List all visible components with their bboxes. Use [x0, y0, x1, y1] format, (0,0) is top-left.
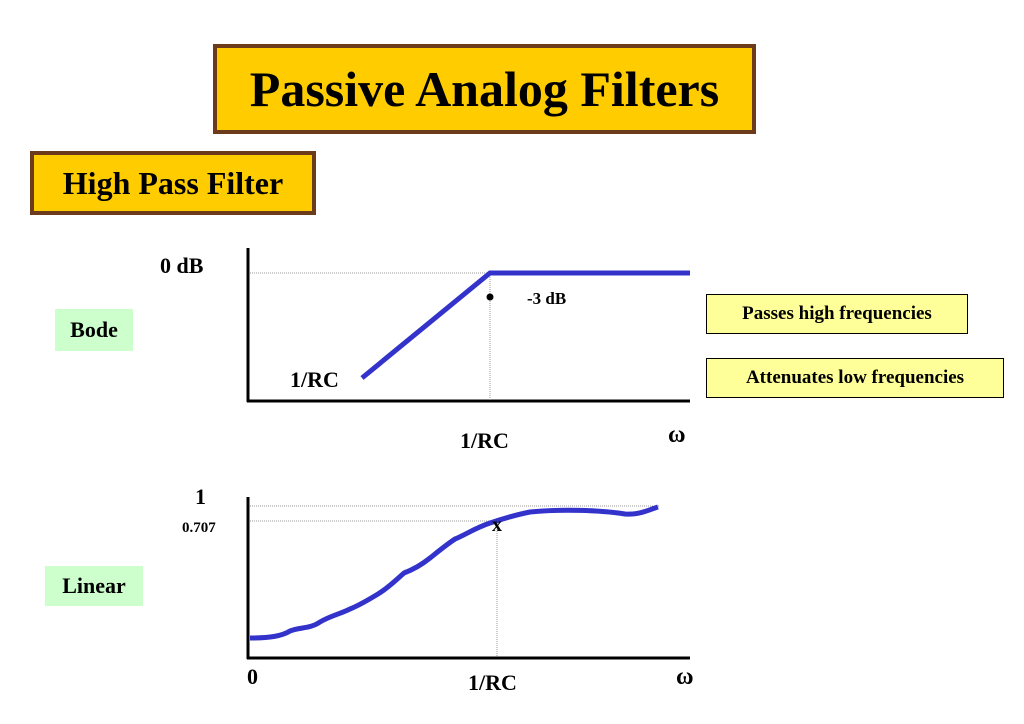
- bode-cutoff-dot: [486, 293, 494, 301]
- linear-origin-label: 0: [247, 664, 258, 689]
- section-title: High Pass Filter: [30, 151, 316, 215]
- bode-slope-label: 1/RC: [290, 367, 339, 392]
- linear-omega-label: ω: [676, 664, 694, 690]
- bode-plot-label: Bode: [55, 309, 133, 351]
- bode-omega-label: ω: [668, 422, 686, 448]
- linear-0707-label: 0.707: [182, 520, 216, 536]
- note-attenuates-low: Attenuates low frequencies: [706, 358, 1004, 398]
- linear-response-curve: [249, 504, 659, 641]
- linear-plot-label: Linear: [45, 566, 143, 606]
- bode-cutoff-x-label: 1/RC: [460, 428, 509, 453]
- bode-minus3db-label: -3 dB: [527, 289, 566, 308]
- page-title: Passive Analog Filters: [213, 44, 756, 134]
- linear-unity-label: 1: [195, 484, 206, 509]
- bode-response-curve: [360, 270, 690, 380]
- linear-cutoff-x-label: 1/RC: [468, 670, 517, 695]
- note-passes-high: Passes high frequencies: [706, 294, 968, 334]
- bode-0db-label: 0 dB: [160, 253, 204, 278]
- linear-cutoff-marker: x: [492, 514, 502, 536]
- linear-plot: x 1 0.707 0 1/RC ω: [182, 484, 694, 695]
- bode-plot: 0 dB -3 dB 1/RC 1/RC ω: [160, 248, 690, 453]
